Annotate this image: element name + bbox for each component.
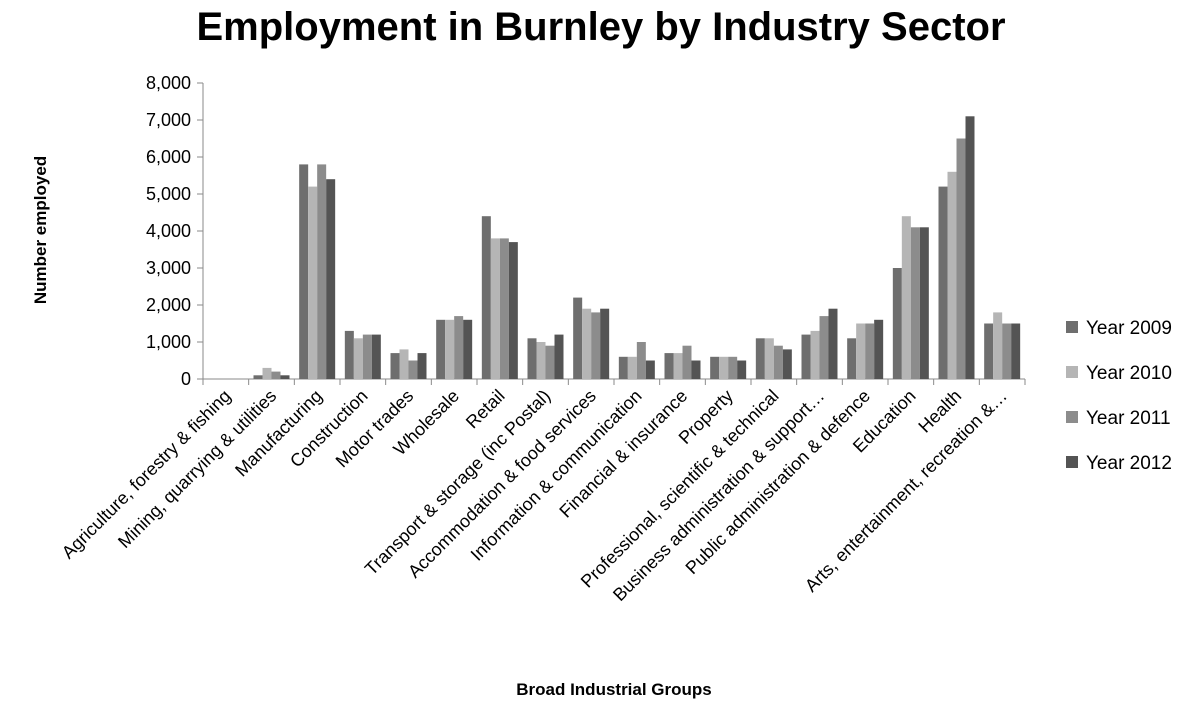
x-axis-title: Broad Industrial Groups (516, 680, 712, 699)
bar (545, 345, 555, 379)
bar (326, 179, 336, 379)
chart-title: Employment in Burnley by Industry Sector (196, 5, 1005, 49)
bar (618, 356, 628, 379)
bar (490, 238, 500, 379)
legend: Year 2009 Year 2010 Year 2011 Year 2012 (1066, 318, 1172, 474)
bar (719, 356, 729, 379)
legend-swatch (1066, 411, 1078, 423)
axes (197, 82, 1026, 385)
bar (919, 227, 929, 379)
y-tick-label: 3,000 (146, 258, 191, 278)
y-tick-label: 8,000 (146, 73, 191, 93)
y-tick-label: 4,000 (146, 221, 191, 241)
bar (317, 164, 327, 379)
y-axis-title: Number employed (31, 156, 50, 304)
bar (773, 345, 783, 379)
bar (764, 338, 774, 379)
bar (636, 342, 646, 379)
bar (390, 353, 400, 379)
y-tick-label: 2,000 (146, 295, 191, 315)
bar (938, 186, 948, 379)
bar (691, 360, 701, 379)
bar (353, 338, 363, 379)
bar (819, 316, 829, 379)
legend-label: Year 2012 (1086, 453, 1172, 474)
bar (1011, 323, 1021, 379)
y-tick-labels: 0 1,000 2,000 3,000 4,000 5,000 6,000 7,000 8,00… (146, 73, 191, 389)
bar (1002, 323, 1012, 379)
bar (664, 353, 674, 379)
bar (463, 319, 473, 379)
bar (554, 334, 564, 379)
y-tick-label: 5,000 (146, 184, 191, 204)
bar (993, 312, 1003, 379)
bar (280, 375, 290, 379)
bar (892, 268, 902, 379)
bar (810, 330, 820, 379)
bar (865, 323, 875, 379)
bar (527, 338, 537, 379)
bar (362, 334, 372, 379)
legend-swatch (1066, 321, 1078, 333)
bar (728, 356, 738, 379)
bar (947, 171, 957, 379)
bar (956, 138, 966, 379)
y-tick-label: 7,000 (146, 110, 191, 130)
bar (600, 308, 610, 379)
bar (710, 356, 720, 379)
bar (308, 186, 318, 379)
y-tick-label: 0 (181, 369, 191, 389)
bar (481, 216, 491, 379)
bar (573, 297, 583, 379)
bar (508, 242, 518, 379)
legend-label: Year 2011 (1086, 408, 1171, 429)
bar (262, 367, 272, 379)
bar (847, 338, 857, 379)
bar (673, 353, 683, 379)
bar (828, 308, 838, 379)
bar (856, 323, 866, 379)
bar (436, 319, 446, 379)
y-tick-label: 6,000 (146, 147, 191, 167)
bar (408, 360, 418, 379)
bar (253, 375, 263, 379)
bar (965, 116, 975, 380)
bar (910, 227, 920, 379)
bar (874, 319, 884, 379)
bar (682, 345, 692, 379)
bar (645, 360, 655, 379)
bar (445, 319, 455, 379)
bar (737, 360, 747, 379)
y-tick-label: 1,000 (146, 332, 191, 352)
bar (901, 216, 911, 379)
bar (782, 349, 792, 379)
legend-label: Year 2009 (1086, 318, 1172, 339)
bar (499, 238, 509, 379)
bar (299, 164, 309, 379)
bar (536, 342, 546, 379)
legend-swatch (1066, 366, 1078, 378)
bar (591, 312, 601, 379)
bar (755, 338, 765, 379)
bar (801, 334, 811, 379)
bar (371, 334, 381, 379)
bar (271, 371, 281, 379)
legend-swatch (1066, 456, 1078, 468)
legend-label: Year 2010 (1086, 363, 1172, 384)
x-tick-label: Business administration & support… (609, 386, 828, 605)
bar (399, 349, 409, 379)
bars (253, 116, 1021, 380)
bar (454, 316, 464, 379)
bar (344, 330, 354, 379)
bar (627, 356, 637, 379)
bar (417, 353, 427, 379)
bar (582, 308, 592, 379)
x-tick-label: Agriculture, forestry & fishing (58, 386, 235, 563)
bar (984, 323, 994, 379)
